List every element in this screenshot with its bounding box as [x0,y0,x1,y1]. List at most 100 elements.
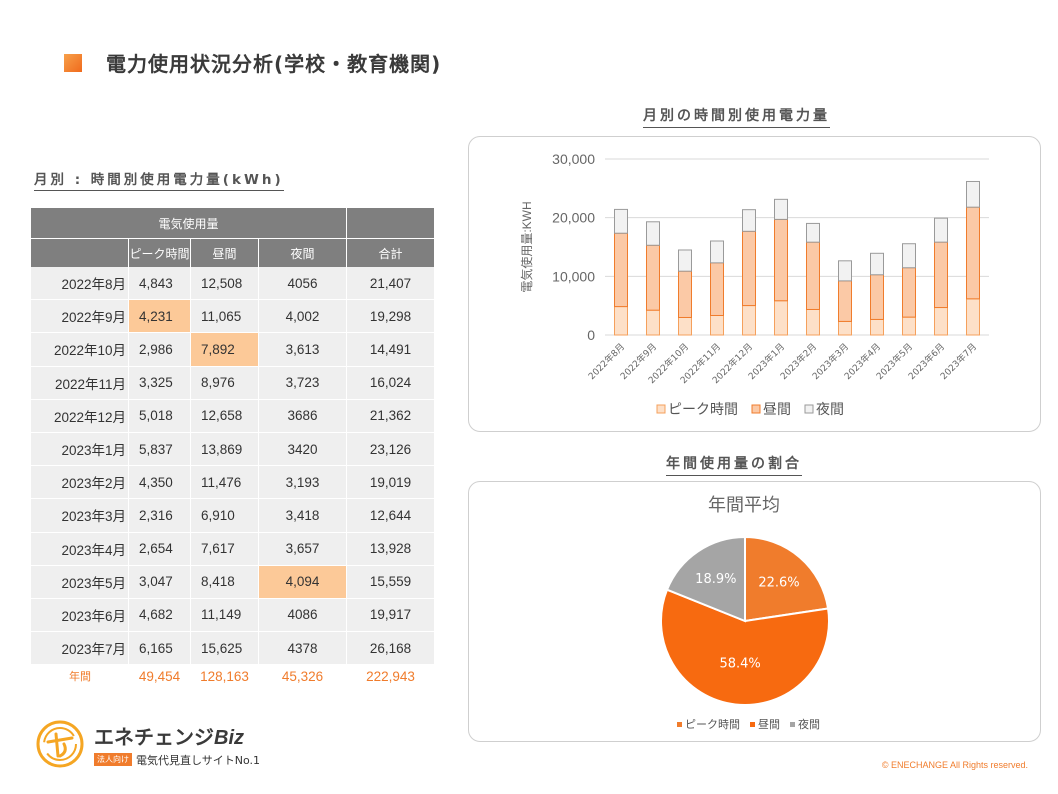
legend-swatch [790,722,795,727]
bar-segment [934,241,948,309]
bar-segment [870,274,884,320]
bar-segment [838,280,852,322]
y-tick-label: 0 [587,327,595,343]
cell-total: 19,298 [347,300,434,334]
cell-month: 2022年8月 [31,267,128,301]
table-row: 2022年11月 3,325 8,976 3,723 16,024 [31,366,434,400]
table-row: 2023年5月 3,047 8,418 4,094 15,559 [31,565,434,599]
cell-month: 2023年6月 [31,598,128,633]
logo-name-main: エネチェンジ [94,726,214,749]
bar-segment [614,232,628,308]
bar-segment [902,316,916,336]
bar-segment [614,208,628,234]
cell-total: 15,559 [347,565,434,599]
total-day: 128,163 [200,668,249,684]
bar-segment [934,307,948,336]
bar-segment [646,244,660,311]
pie-value-label: 58.4% [719,657,760,672]
cell-total: 12,644 [347,499,434,533]
total-peak: 49,454 [138,668,181,684]
table-row: 2022年8月 4,843 12,508 4056 21,407 [31,267,434,301]
cell-total: 23,126 [347,432,434,467]
bar-segment [614,306,628,336]
bar-segment [710,240,724,264]
bar-segment [710,314,724,336]
stacked-bar-chart: 010,00020,00030,000電気使用量:KWH2022年8月2022年… [519,151,989,418]
bar-segment [774,218,788,302]
cell-peak: 6,165 [129,632,190,666]
y-tick-label: 10,000 [552,268,595,284]
logo-name: エネチェンジBiz [94,721,260,750]
cell-night: 3,657 [259,532,346,566]
cell-night: 3,193 [259,466,346,500]
legend-label: ピーク時間 [685,718,740,731]
legend-swatch [751,404,761,414]
cell-total: 19,019 [347,466,434,500]
cell-month: 2023年3月 [31,499,128,533]
cell-day: 12,508 [191,267,258,301]
y-tick-label: 20,000 [552,210,595,226]
pie-chart-heading: 年間使用量の割合 [666,453,802,476]
cell-peak: 3,325 [129,366,190,400]
cell-peak: 2,316 [129,499,190,533]
group-header-blank [347,208,434,238]
cell-night: 3,613 [259,333,346,367]
bar-segment [710,262,724,316]
pie-title: 年間平均 [708,495,780,516]
cell-peak: 4,843 [129,267,190,301]
cell-month: 2022年9月 [31,300,128,334]
bar-segment [838,260,852,282]
logo-name-suffix: Biz [214,726,244,749]
cell-day: 11,149 [191,598,258,633]
bar-segment [774,198,788,220]
bar-segment [806,308,820,336]
bar-segment [742,209,756,232]
cell-month: 2023年7月 [31,632,128,666]
table-row: 2023年2月 4,350 11,476 3,193 19,019 [31,466,434,500]
column-header-total: 合計 [347,238,434,267]
bar-segment [678,249,692,272]
bar-segment [838,320,852,336]
bar-segment [934,217,948,243]
cell-day: 12,658 [191,399,258,433]
cell-month: 2023年5月 [31,565,128,599]
pie-slice [744,535,830,623]
cell-day: 7,892 [191,333,258,367]
table-row: 2022年12月 5,018 12,658 3686 21,362 [31,399,434,433]
cell-month: 2023年1月 [31,432,128,467]
bar-segment [646,309,660,336]
cell-night: 3,418 [259,499,346,533]
cell-month: 2022年10月 [31,333,128,367]
legend-swatch [677,722,682,727]
bar-segment [966,298,980,336]
bar-segment [742,305,756,336]
bar-chart-panel: 0 10,000 20,000 30,000 電気使用量:KWH 2022年8月 2022年… [468,136,1041,432]
cell-night: 3686 [259,399,346,433]
cell-total: 16,024 [347,366,434,400]
cell-peak: 4,231 [129,300,190,334]
usage-table: 電気使用量 ピーク時間 昼間 夜間 合計 2022年8月 4,843 12,508 4… [30,208,435,687]
cell-month: 2022年12月 [31,399,128,433]
bar-segment [806,241,820,310]
enechange-logo-icon [36,720,84,768]
y-axis-label: 電気使用量:KWH [519,201,534,292]
cell-month: 2023年2月 [31,466,128,500]
page-title: 電力使用状況分析(学校・教育機関) [106,52,442,76]
table-title: 月別 : 時間別使用電力量(kWh) [34,168,284,191]
cell-night: 4,002 [259,300,346,334]
cell-day: 6,910 [191,499,258,533]
cell-total: 14,491 [347,333,434,367]
legend-swatch [750,722,755,727]
cell-peak: 4,350 [129,466,190,500]
total-night: 45,326 [281,668,324,684]
cell-night: 3,723 [259,366,346,400]
cell-day: 8,418 [191,565,258,599]
cell-day: 8,976 [191,366,258,400]
table-row: 2023年3月 2,316 6,910 3,418 12,644 [31,499,434,533]
page-header: 電力使用状況分析(学校・教育機関) [64,48,441,77]
pie-chart: 年間平均 22.6% 58.4% 18.9% ピーク時間 昼間 夜間 [660,495,830,731]
cell-peak: 3,047 [129,565,190,599]
cell-peak: 4,682 [129,598,190,633]
total-label: 年間 [69,671,91,684]
bar-segment [902,267,916,318]
